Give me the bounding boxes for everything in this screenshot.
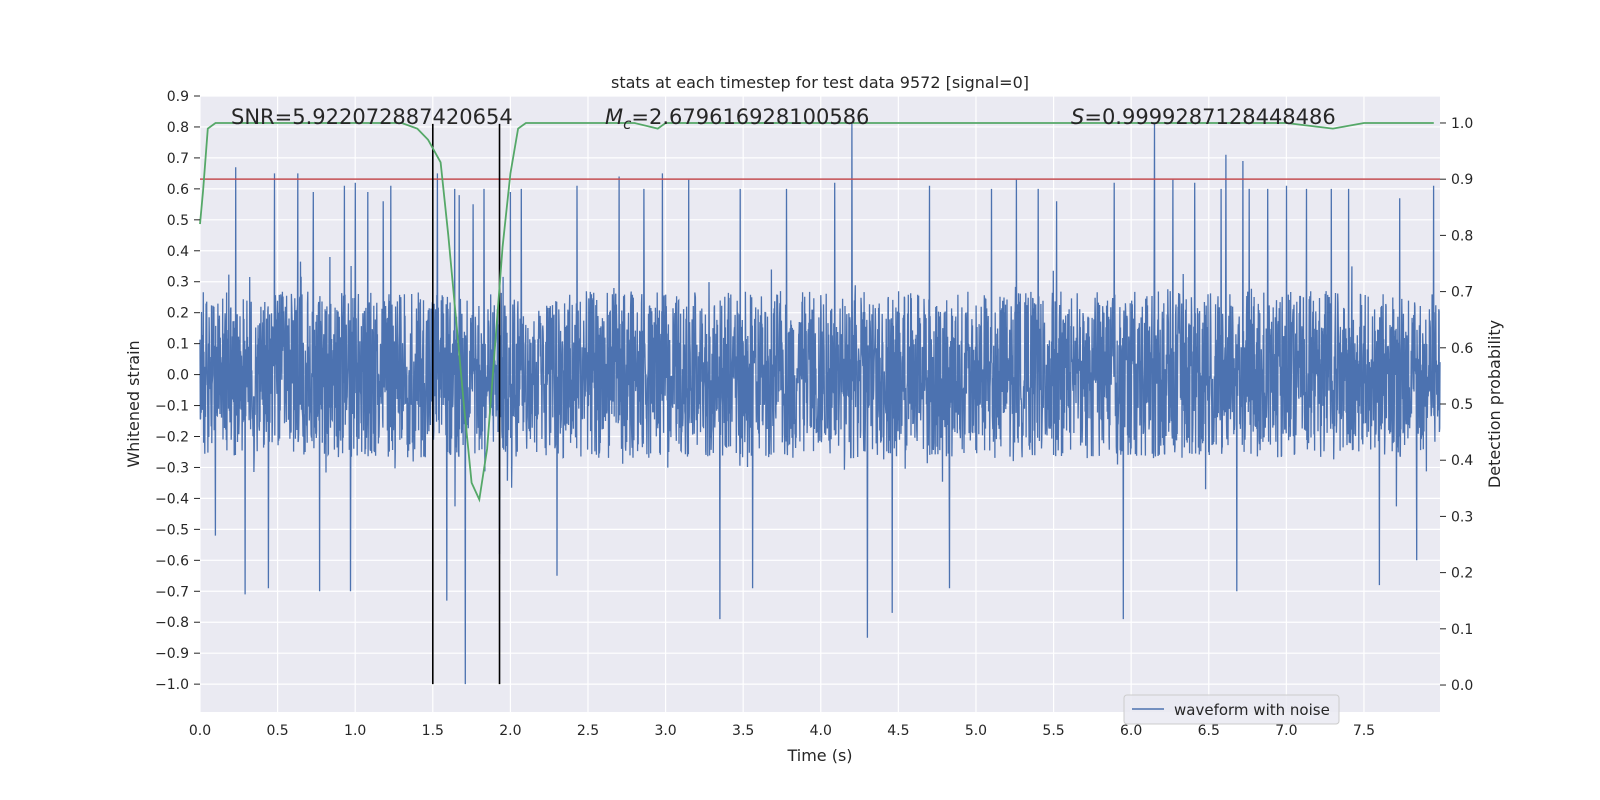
overlay-lines [199,122,1440,685]
y-tick-label: −1.0 [155,677,189,693]
x-tick-label: 6.5 [1198,723,1220,739]
y-tick-label-right: 0.5 [1451,397,1473,413]
y-tick-label-right: 0.6 [1451,341,1473,357]
legend-entry: waveform with noise [1174,701,1330,719]
y-axis-left: 0.9 0.8 0.7 0.6 0.5 0.4 0.3 0.2 0.1 0.0 −0.1 −0.2 −0… [155,89,200,693]
x-tick-label: 5.0 [965,723,987,739]
y-tick-label: 0.1 [167,337,189,353]
y-axis-label: Whitened strain [124,340,143,467]
x-tick-label: 2.5 [577,723,599,739]
chart-title: stats at each timestep for test data 957… [611,73,1029,92]
x-axis: 0.0 0.5 1.0 1.5 2.0 2.5 3.0 3.5 4.0 4.5 5.0 5.5 6.0 6… [189,723,1375,739]
y-tick-label-right: 0.3 [1451,509,1473,525]
y-tick-label: −0.5 [155,522,189,538]
x-tick-label: 4.5 [887,723,909,739]
y-tick-label: 0.5 [167,213,189,229]
y-axis-right: 0.0 0.1 0.2 0.3 0.4 0.5 0.6 0.7 0.8 0.9 1.0 [1440,116,1473,694]
y-tick-label: −0.7 [155,584,189,600]
x-tick-label: 6.0 [1120,723,1142,739]
y-tick-label: 0.6 [167,182,189,198]
y-tick-label-right: 1.0 [1451,116,1473,132]
y-tick-label: 0.9 [167,89,189,105]
x-tick-label: 0.0 [189,723,211,739]
x-tick-label: 3.5 [732,723,754,739]
y-tick-label: −0.8 [155,615,189,631]
y-tick-label-right: 0.4 [1451,453,1473,469]
y-tick-label-right: 0.2 [1451,566,1473,582]
mc-value: =2.679616928100586 [631,105,869,129]
x-tick-label: 2.0 [499,723,521,739]
x-tick-label: 7.5 [1353,723,1375,739]
y-tick-label: −0.4 [155,491,189,507]
annotation-s: S=0.9999287128448486 [1071,105,1336,129]
x-tick-label: 1.0 [344,723,366,739]
y-tick-label: −0.6 [155,553,189,569]
y-tick-label: 0.2 [167,306,189,322]
y-tick-label-right: 0.9 [1451,172,1473,188]
y-tick-label: 0.0 [167,368,189,384]
waveform-line [199,123,1441,685]
y-tick-label-right: 0.7 [1451,285,1473,301]
y-tick-label: −0.3 [155,460,189,476]
x-axis-label: Time (s) [786,746,852,765]
y-tick-label-right: 0.0 [1451,678,1473,694]
probability-line [199,122,1434,503]
s-symbol: S [1071,105,1084,129]
y-tick-label: 0.8 [167,120,189,136]
y-tick-label: −0.1 [155,399,189,415]
legend-box [1123,694,1340,725]
y-tick-label: −0.2 [155,430,189,446]
y-tick-label-right: 0.1 [1451,622,1473,638]
y-tick-label: 0.3 [167,275,189,291]
x-tick-label: 3.0 [654,723,676,739]
mc-symbol: M [605,105,623,129]
y-tick-label: −0.9 [155,646,189,662]
x-tick-label: 1.5 [422,723,444,739]
y-tick-label-right: 0.8 [1451,228,1473,244]
legend: waveform with noise [1123,694,1340,725]
x-tick-label: 5.5 [1042,723,1064,739]
x-tick-label: 7.0 [1275,723,1297,739]
x-tick-label: 4.0 [810,723,832,739]
s-value: =0.9999287128448486 [1084,105,1335,129]
mc-subscript: c [623,115,632,133]
y-axis-label-right: Detection probability [1485,320,1504,488]
y-tick-label: 0.7 [167,151,189,167]
x-tick-label: 0.5 [266,723,288,739]
waveform-series [199,123,1441,685]
annotation-snr: SNR=5.922072887420654 [231,105,513,129]
y-tick-label: 0.4 [167,244,189,260]
annotation-mc: Mc=2.679616928100586 [605,105,869,133]
